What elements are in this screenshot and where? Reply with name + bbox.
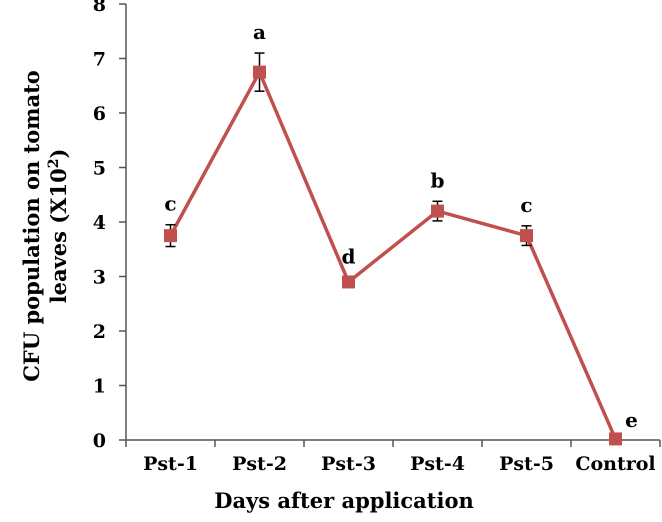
- y-tick-label: 4: [93, 212, 106, 234]
- data-point-marker: [609, 432, 622, 446]
- significance-letter: e: [625, 408, 638, 432]
- y-axis-title-base: leaves (X10: [46, 168, 71, 303]
- y-tick-label: 0: [93, 430, 106, 452]
- x-axis-title: Days after application: [214, 488, 474, 513]
- y-tick-label: 8: [93, 0, 106, 16]
- significance-letter: a: [253, 20, 266, 44]
- data-point-marker: [520, 229, 533, 243]
- y-axis-ticks: 0 1 2 3 4 5 6 7 8: [93, 0, 126, 452]
- x-tick-label: Pst-3: [321, 453, 376, 475]
- series-line: [168, 70, 618, 440]
- y-tick-label: 6: [93, 103, 106, 125]
- x-axis-categories: Pst-1 Pst-2 Pst-3 Pst-4 Pst-5 Control: [143, 453, 656, 475]
- data-point-marker: [342, 275, 355, 289]
- data-point-marker: [431, 204, 444, 218]
- y-tick-label: 3: [93, 267, 106, 289]
- y-tick-label: 1: [93, 376, 106, 398]
- data-point-marker: [253, 65, 266, 79]
- data-point-marker: [164, 229, 177, 243]
- x-axis-ticks: [125, 440, 661, 447]
- significance-letter: c: [520, 193, 532, 217]
- x-tick-label: Pst-5: [499, 453, 554, 475]
- y-axis-title: CFU population on tomato leaves (X102): [19, 70, 71, 382]
- y-tick-label: 2: [93, 321, 106, 343]
- y-axis-title-line2: leaves (X102): [46, 149, 71, 304]
- y-axis-title-superscript: 2: [46, 159, 62, 169]
- y-tick-label: 7: [93, 49, 106, 71]
- y-axis-title-line1: CFU population on tomato: [19, 70, 44, 382]
- significance-letter: c: [164, 192, 176, 216]
- x-tick-label: Pst-1: [143, 453, 198, 475]
- x-tick-label: Control: [575, 453, 655, 475]
- significance-letter: b: [431, 168, 445, 192]
- series-markers: [164, 65, 622, 446]
- significance-letter: d: [342, 245, 356, 269]
- x-tick-label: Pst-4: [410, 453, 465, 475]
- y-axis-title-close: ): [46, 149, 71, 159]
- significance-labels: c a d b c e: [164, 20, 637, 432]
- x-tick-label: Pst-2: [232, 453, 287, 475]
- y-tick-label: 5: [93, 158, 106, 180]
